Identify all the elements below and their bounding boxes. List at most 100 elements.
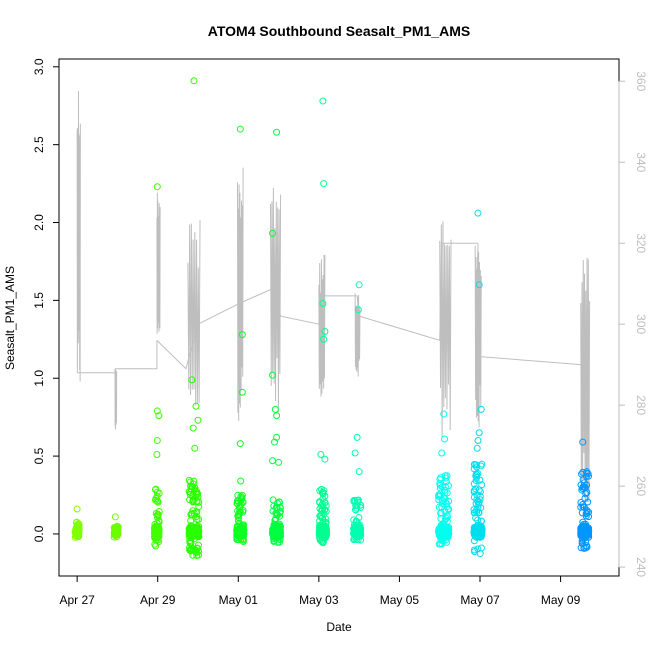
data-point (194, 524, 202, 532)
y-tick-label: 0.5 (32, 447, 46, 464)
data-point (194, 551, 202, 559)
data-point (238, 331, 246, 339)
altitude-burst (114, 368, 118, 428)
data-point (190, 77, 198, 85)
y-axis-label: Seasalt_PM1_AMS (3, 266, 17, 370)
data-point (234, 497, 242, 505)
data-point (357, 504, 365, 512)
data-point (580, 479, 588, 487)
altitude-burst (76, 91, 81, 382)
altitude-burst (439, 221, 452, 438)
data-point (581, 494, 589, 502)
data-point (153, 183, 161, 191)
data-point (473, 473, 481, 481)
x-tick-label: May 09 (541, 593, 581, 607)
data-point (271, 438, 279, 446)
right-tick-label: 280 (634, 395, 648, 415)
data-point (320, 180, 328, 188)
data-point (192, 402, 200, 410)
data-point (440, 410, 448, 418)
data-point (322, 515, 330, 523)
data-point (75, 520, 83, 528)
data-point (473, 506, 481, 514)
data-point (585, 472, 593, 480)
data-point (73, 530, 81, 538)
data-point (578, 540, 586, 548)
data-point (187, 517, 195, 525)
points-layer (71, 77, 593, 559)
data-point (113, 529, 121, 537)
data-point (269, 229, 277, 237)
data-point (583, 542, 591, 550)
data-point (238, 494, 246, 502)
data-point (234, 512, 242, 520)
data-point (153, 437, 161, 445)
data-point (151, 540, 159, 548)
data-point (188, 376, 196, 384)
data-point (188, 522, 196, 530)
data-point (439, 528, 447, 536)
data-point (437, 509, 445, 517)
data-point (155, 412, 163, 420)
data-point (436, 528, 444, 536)
data-point (578, 509, 586, 517)
data-point (153, 451, 161, 459)
x-axis-label: Date (326, 620, 352, 634)
right-tick-label: 300 (634, 314, 648, 334)
data-point (322, 531, 330, 539)
data-point (354, 496, 362, 504)
data-point (470, 460, 478, 468)
data-point (186, 545, 194, 553)
data-point (321, 506, 329, 514)
data-point (236, 440, 244, 448)
data-point (152, 528, 160, 536)
right-tick-label: 240 (634, 557, 648, 577)
data-point (443, 512, 451, 520)
data-point (477, 405, 485, 413)
data-point (478, 460, 486, 468)
data-point (477, 544, 485, 552)
altitude-layer (76, 91, 591, 510)
data-point (111, 513, 119, 521)
right-tick-label: 360 (634, 71, 648, 91)
data-point (189, 491, 197, 499)
data-point (317, 451, 325, 459)
data-point (273, 128, 281, 136)
data-point (470, 480, 478, 488)
data-point (270, 535, 278, 543)
data-point (350, 496, 358, 504)
data-point (577, 499, 585, 507)
data-point (355, 281, 363, 289)
data-point (472, 529, 480, 537)
data-point (477, 517, 485, 525)
data-point (193, 490, 201, 498)
data-point (435, 496, 443, 504)
data-point (276, 498, 284, 506)
data-point (189, 480, 197, 488)
data-point (441, 489, 449, 497)
y-tick-label: 1.5 (32, 292, 46, 309)
data-point (322, 507, 330, 515)
data-point (579, 483, 587, 491)
data-point (353, 518, 361, 526)
data-point (319, 490, 327, 498)
data-point (475, 281, 483, 289)
data-point (269, 371, 277, 379)
data-point (473, 444, 481, 452)
data-point (474, 516, 482, 524)
data-point (272, 521, 280, 529)
data-point (234, 531, 242, 539)
data-point (235, 519, 243, 527)
data-point (470, 465, 478, 473)
data-point (318, 512, 326, 520)
data-point (153, 407, 161, 415)
data-point (275, 538, 283, 546)
data-point (582, 538, 590, 546)
data-point (191, 444, 199, 452)
x-tick-label: May 05 (380, 593, 420, 607)
data-point (269, 525, 277, 533)
y-tick-label: 1.0 (32, 370, 46, 387)
data-point (437, 515, 445, 523)
data-point (152, 485, 160, 493)
data-point (238, 388, 246, 396)
